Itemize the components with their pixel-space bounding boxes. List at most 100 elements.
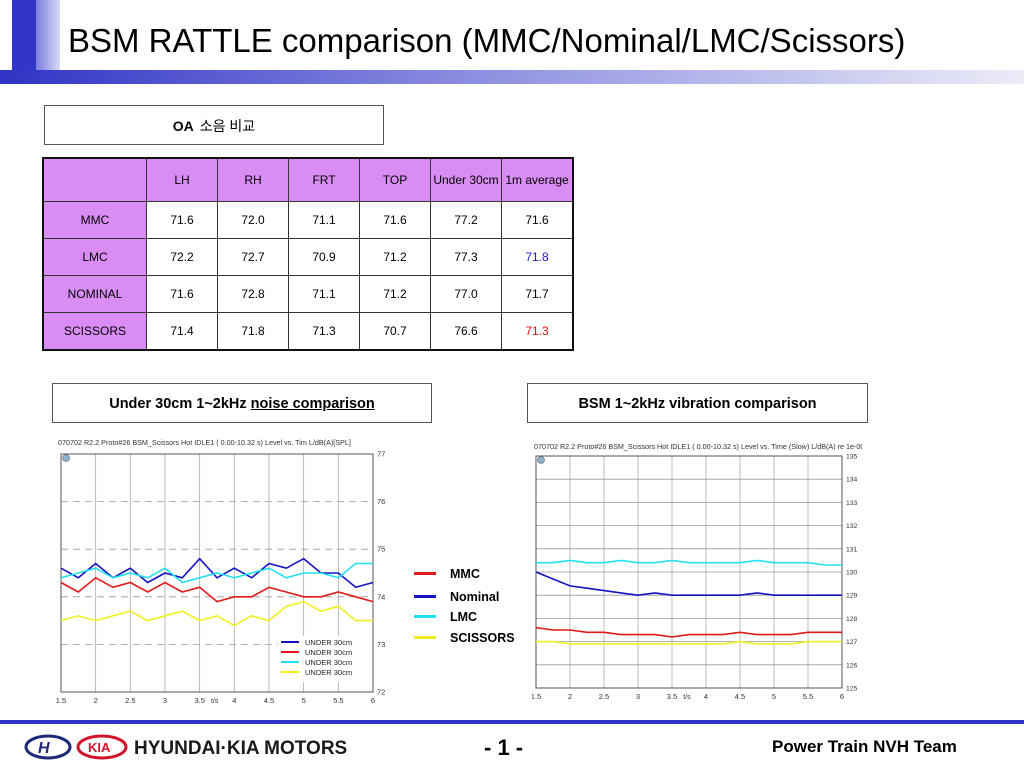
table-header-cell: FRT	[288, 157, 360, 202]
inner-legend-box	[278, 636, 371, 682]
table-cell: 71.6	[146, 201, 218, 239]
x-tick-label: 4	[704, 692, 708, 701]
table-cell: 72.7	[217, 238, 289, 276]
y-tick-label: 130	[846, 570, 858, 577]
legend-swatch	[414, 595, 436, 598]
svg-text:H: H	[38, 740, 50, 757]
chart-control-icon	[62, 454, 70, 462]
x-tick-label: 1.5	[56, 696, 66, 705]
table-cell: 71.8	[217, 312, 289, 351]
comparison-table: LH RH FRT TOP Under 30cm 1m average MMC …	[42, 157, 574, 351]
y-tick-label: 72	[377, 688, 385, 697]
noise-chart: 070702 R2.2 Proto#26 BSM_Scissors Hot ID…	[56, 438, 385, 705]
y-tick-label: 128	[846, 616, 858, 623]
y-tick-label: 134	[846, 477, 858, 484]
chart-control-icon	[537, 456, 545, 464]
table-cell: 71.3	[288, 312, 360, 351]
table-cell-average: 71.6	[501, 201, 574, 239]
table-row-label: SCISSORS	[42, 312, 147, 351]
table-cell: 71.6	[359, 201, 431, 239]
brand-name: HYUNDAI·KIA MOTORS	[134, 738, 347, 759]
x-tick-label: 2.5	[599, 692, 609, 701]
x-tick-label: 2	[568, 692, 572, 701]
table-row: LMC 72.2 72.7 70.9 71.2 77.3 71.8	[42, 238, 574, 276]
series-line-1	[535, 571, 842, 597]
x-tick-label: 4.5	[264, 696, 274, 705]
series-line-3	[60, 600, 373, 627]
x-tick-label: 3.5	[194, 696, 204, 705]
table-header-cell: RH	[217, 157, 289, 202]
chart-legend: MMC Nominal LMC SCISSORS	[410, 562, 530, 652]
y-tick-label: 125	[846, 686, 858, 693]
table-cell-average: 71.7	[501, 275, 574, 313]
y-tick-label: 75	[377, 545, 385, 554]
table-cell: 71.2	[359, 238, 431, 276]
table-cell: 72.2	[146, 238, 218, 276]
y-tick-label: 135	[846, 454, 858, 461]
y-tick-label: 131	[846, 546, 858, 553]
y-tick-label: 74	[377, 592, 385, 601]
x-tick-label: 5.5	[333, 696, 343, 705]
footer-divider	[0, 720, 1024, 724]
oa-label-bold: OA	[172, 118, 194, 134]
y-tick-label: 126	[846, 662, 858, 669]
legend-swatch	[414, 572, 436, 575]
x-tick-label: 6	[840, 692, 844, 701]
x-tick-label: 2.5	[125, 696, 135, 705]
table-cell: 72.0	[217, 201, 289, 239]
series-line-0	[535, 626, 842, 638]
table-cell: 71.6	[146, 275, 218, 313]
x-axis-label: t/s	[211, 698, 219, 705]
table-cell: 71.4	[146, 312, 218, 351]
x-tick-label: 6	[371, 696, 375, 705]
legend-label: SCISSORS	[450, 631, 515, 645]
series-line-2	[60, 562, 373, 584]
table-row: NOMINAL 71.6 72.8 71.1 71.2 77.0 71.7	[42, 275, 574, 313]
series-line-1	[60, 576, 374, 603]
x-tick-label: 3.5	[667, 692, 677, 701]
inner-legend-label: UNDER 30cm	[305, 638, 352, 647]
x-tick-label: 3	[163, 696, 167, 705]
table-header-cell: LH	[146, 157, 218, 202]
vibration-chart: 070702 R2.2 Proto#26 BSM_Scissors Hot ID…	[532, 442, 862, 701]
table-cell: 71.1	[288, 275, 360, 313]
y-tick-label: 127	[846, 639, 858, 646]
page-title: BSM RATTLE comparison (MMC/Nominal/LMC/S…	[68, 22, 906, 59]
y-tick-label: 132	[846, 523, 858, 530]
noise-comparison-caption: Under 30cm 1~2kHz noise comparison	[52, 383, 432, 423]
table-cell: 71.1	[288, 201, 360, 239]
team-name: Power Train NVH Team	[772, 737, 957, 756]
page-number: - 1 -	[484, 735, 524, 760]
table-cell: 70.7	[359, 312, 431, 351]
y-tick-label: 73	[377, 640, 385, 649]
table-corner-cell	[42, 157, 147, 202]
y-tick-label: 133	[846, 500, 858, 507]
plot-frame	[60, 453, 374, 693]
table-cell: 72.8	[217, 275, 289, 313]
x-tick-label: 4.5	[735, 692, 745, 701]
x-tick-label: 5	[302, 696, 306, 705]
title-divider	[0, 70, 1024, 84]
table-row-label: LMC	[42, 238, 147, 276]
vibration-comparison-caption: BSM 1~2kHz vibration comparison	[527, 383, 868, 423]
table-row: SCISSORS 71.4 71.8 71.3 70.7 76.6 71.3	[42, 312, 574, 351]
table-header-cell: Under 30cm	[430, 157, 502, 202]
table-row: MMC 71.6 72.0 71.1 71.6 77.2 71.6	[42, 201, 574, 239]
table-cell: 77.3	[430, 238, 502, 276]
table-cell: 77.2	[430, 201, 502, 239]
oa-label-text: 소음 비교	[199, 118, 256, 134]
chart-title: 070702 R2.2 Proto#26 BSM_Scissors Hot ID…	[58, 438, 351, 447]
x-tick-label: 2	[94, 696, 98, 705]
table-cell: 71.2	[359, 275, 431, 313]
kia-logo-text: KIA	[88, 740, 111, 755]
table-header-row: LH RH FRT TOP Under 30cm 1m average	[42, 157, 574, 202]
hyundai-kia-logo: H KIA HYUNDAI·KIA MOTORS	[24, 734, 347, 760]
y-tick-label: 77	[377, 450, 385, 459]
table-cell-average: 71.8	[501, 238, 574, 276]
table-cell: 76.6	[430, 312, 502, 351]
oa-label-box: OA 소음 비교	[44, 105, 384, 145]
inner-legend-label: UNDER 30cm	[305, 658, 352, 667]
y-tick-label: 129	[846, 593, 858, 600]
table-header-cell: 1m average	[501, 157, 574, 202]
table-header-cell: TOP	[359, 157, 431, 202]
